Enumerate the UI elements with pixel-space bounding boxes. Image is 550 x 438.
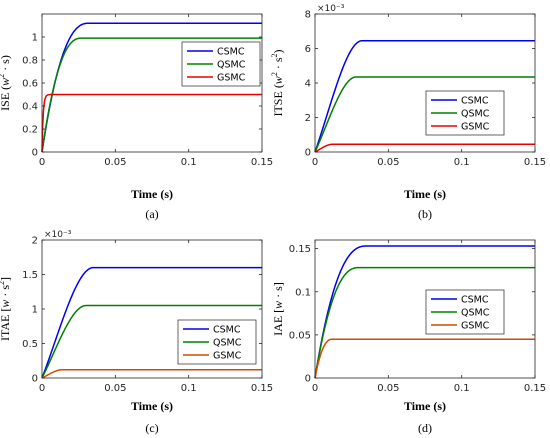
y-exponent-label: ×10⁻³ [44, 230, 72, 240]
y-axis-label: IAE [w · s] [271, 282, 285, 336]
legend-entry-csmc: CSMC [217, 47, 245, 58]
legend-entry-csmc: CSMC [213, 325, 241, 336]
y-tick-label: 0.4 [22, 102, 38, 113]
legend-entry-qsmc: QSMC [461, 308, 490, 319]
x-tick-label: 0.15 [524, 157, 546, 168]
series-line-gsmc [41, 93, 262, 153]
chart-panel: 0 0.05 0.1 0.15 0 0.5 1 1.5 2 ×10⁻³ Time (s) ITAE [… [0, 230, 273, 435]
chart-panel: 0 0.05 0.1 0.15 0 2 4 6 8 ×10⁻³ Time (s) ITSE (w2 ·… [270, 4, 546, 221]
y-tick-label: 0.2 [22, 125, 38, 136]
series-line-csmc [314, 245, 535, 379]
x-tick-label: 0 [312, 383, 318, 394]
series-group [41, 22, 262, 153]
x-axis-label: Time (s) [131, 187, 173, 201]
series-group [41, 266, 262, 379]
y-tick-label: 0 [32, 148, 38, 159]
x-tick-label: 0.05 [377, 157, 399, 168]
x-tick-label: 0.15 [524, 383, 546, 394]
y-tick-label: 0 [305, 374, 311, 385]
legend-entry-qsmc: QSMC [213, 338, 242, 349]
x-tick-label: 0.05 [104, 157, 126, 168]
x-axis-label: Time (s) [131, 399, 173, 413]
x-tick-label: 0.15 [251, 383, 273, 394]
legend-entry-gsmc: GSMC [217, 73, 246, 84]
legend-entry-qsmc: QSMC [217, 60, 246, 71]
y-axis-label: ISE (w2 · s) [0, 55, 12, 111]
x-tick-label: 0 [39, 157, 45, 168]
y-tick-label: 0.6 [22, 79, 38, 90]
x-tick-label: 0 [39, 383, 45, 394]
y-tick-label: 0.05 [289, 330, 311, 341]
legend-entry-gsmc: GSMC [213, 351, 242, 362]
x-tick-label: 0.05 [377, 383, 399, 394]
legend-entry-csmc: CSMC [461, 96, 489, 107]
series-line-qsmc [314, 76, 535, 153]
y-axis-label: ITSE (w2 · s2) [270, 49, 285, 116]
y-tick-label: 2 [32, 236, 38, 247]
y-tick-label: 6 [305, 44, 311, 55]
y-tick-label: 0.5 [22, 339, 38, 350]
series-line-gsmc [314, 338, 535, 379]
y-tick-label: 1.5 [22, 270, 38, 281]
series-line-qsmc [314, 266, 535, 379]
chart-panel: 0 0.05 0.1 0.15 0 0.2 0.4 0.6 0.8 1 Time (s) ISE (w… [0, 13, 273, 221]
legend-entry-gsmc: GSMC [461, 122, 490, 133]
y-tick-label: 2 [305, 113, 311, 124]
x-axis-label: Time (s) [404, 399, 446, 413]
x-tick-label: 0.1 [181, 157, 197, 168]
series-line-gsmc [41, 368, 262, 379]
y-tick-label: 0.8 [22, 56, 38, 67]
x-axis-label: Time (s) [404, 187, 446, 201]
panel-caption: (b) [418, 207, 432, 221]
y-tick-label: 0 [305, 148, 311, 159]
y-axis-label: ITAE [w · s2] [0, 277, 12, 341]
y-tick-label: 1 [32, 305, 38, 316]
x-tick-label: 0 [312, 157, 318, 168]
y-tick-label: 0.1 [295, 287, 311, 298]
legend: CSMC QSMC GSMC [425, 289, 505, 335]
series-group [314, 39, 535, 153]
y-tick-label: 0 [32, 374, 38, 385]
series-group [314, 245, 535, 379]
legend-entry-qsmc: QSMC [461, 109, 490, 120]
x-tick-label: 0.1 [454, 383, 470, 394]
panel-caption: (d) [418, 421, 432, 435]
legend: CSMC QSMC GSMC [425, 90, 505, 136]
y-tick-label: 1 [32, 33, 38, 44]
x-tick-label: 0.05 [104, 383, 126, 394]
x-tick-label: 0.1 [181, 383, 197, 394]
series-line-gsmc [314, 143, 535, 153]
x-tick-label: 0.1 [454, 157, 470, 168]
chart-panel: 0 0.05 0.1 0.15 0 0.05 0.1 0.15 Time (s) IAE [w ·… [271, 239, 546, 435]
series-line-csmc [314, 39, 535, 153]
legend-entry-csmc: CSMC [461, 295, 489, 306]
legend: CSMC QSMC GSMC [177, 319, 257, 365]
panel-caption: (c) [145, 421, 158, 435]
y-tick-label: 0.15 [289, 244, 311, 255]
legend: CSMC QSMC GSMC [181, 41, 261, 87]
y-tick-label: 4 [305, 79, 311, 90]
y-exponent-label: ×10⁻³ [317, 4, 345, 14]
panel-caption: (a) [145, 207, 158, 221]
series-line-qsmc [41, 304, 262, 379]
x-tick-label: 0.15 [251, 157, 273, 168]
legend-entry-gsmc: GSMC [461, 321, 490, 332]
axes-box [314, 239, 536, 379]
series-line-csmc [41, 22, 262, 153]
y-tick-label: 8 [305, 10, 311, 21]
series-line-csmc [41, 266, 262, 379]
series-line-qsmc [41, 37, 262, 153]
